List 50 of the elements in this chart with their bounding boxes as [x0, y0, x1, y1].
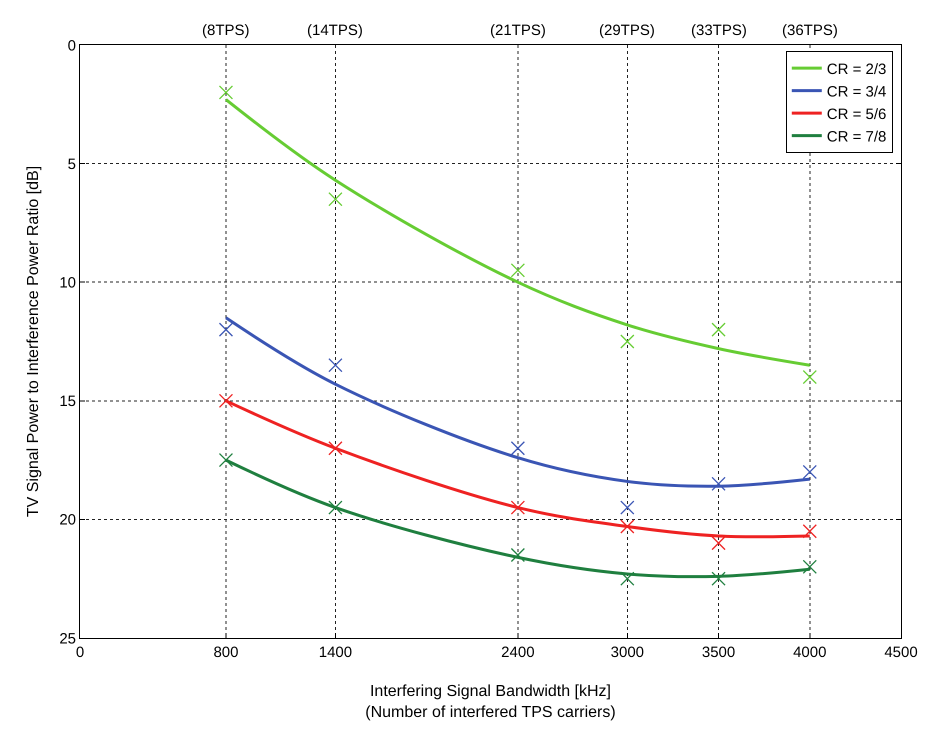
- point: [711, 536, 726, 550]
- y-tick-label: 0: [68, 37, 76, 54]
- point: [510, 548, 526, 562]
- point: [711, 572, 726, 586]
- legend-label: CR = 3/4: [826, 84, 886, 101]
- legend-label: CR = 5/6: [826, 106, 886, 124]
- text: (33TPS): [691, 22, 747, 39]
- legend-label: CR = 7/8: [826, 128, 886, 146]
- point: [802, 370, 817, 384]
- y-tick-label: 5: [68, 156, 76, 173]
- point: [711, 476, 726, 491]
- text: (21TPS): [490, 22, 546, 39]
- point: [328, 192, 343, 206]
- x-tick-label: 3000: [610, 644, 644, 661]
- x-tick-label: 4000: [793, 644, 826, 661]
- x-tick-label: 3500: [702, 644, 736, 661]
- point: [510, 263, 526, 278]
- point: [620, 334, 634, 349]
- point: [802, 524, 817, 538]
- point: [218, 85, 234, 100]
- point: [510, 500, 526, 515]
- y-tick-label: 20: [59, 512, 76, 529]
- point: [328, 500, 343, 515]
- y-tick-label: 15: [59, 393, 76, 410]
- y-tick-label: 25: [59, 630, 76, 648]
- text: (8TPS): [202, 22, 250, 39]
- point: [711, 322, 726, 337]
- line-series: [224, 98, 812, 367]
- y-axis-title: TV Signal Power to Interference Power Ratio [dB]: [25, 166, 42, 518]
- point: [328, 358, 343, 372]
- x-tick-label: 800: [213, 644, 238, 661]
- x-tick-label: 4500: [884, 644, 918, 661]
- x-tick-label: 1400: [318, 644, 352, 661]
- text: (14TPS): [307, 22, 363, 39]
- y-tick-label: 10: [59, 274, 76, 292]
- x-tick-label: 2400: [501, 644, 535, 661]
- text: (36TPS): [782, 22, 838, 39]
- point: [218, 394, 234, 408]
- point: [802, 464, 817, 480]
- legend-label: CR = 2/3: [826, 61, 886, 78]
- point: [328, 441, 343, 456]
- point: [510, 441, 526, 456]
- text: (29TPS): [599, 22, 655, 39]
- point: [218, 322, 234, 337]
- point: [620, 519, 634, 534]
- point: [218, 452, 234, 468]
- point: [802, 560, 817, 574]
- point: [620, 500, 634, 515]
- x-axis-title: Interfering Signal Bandwidth [kHz] (Number of interfered TPS carriers): [365, 683, 616, 721]
- point: [620, 572, 634, 586]
